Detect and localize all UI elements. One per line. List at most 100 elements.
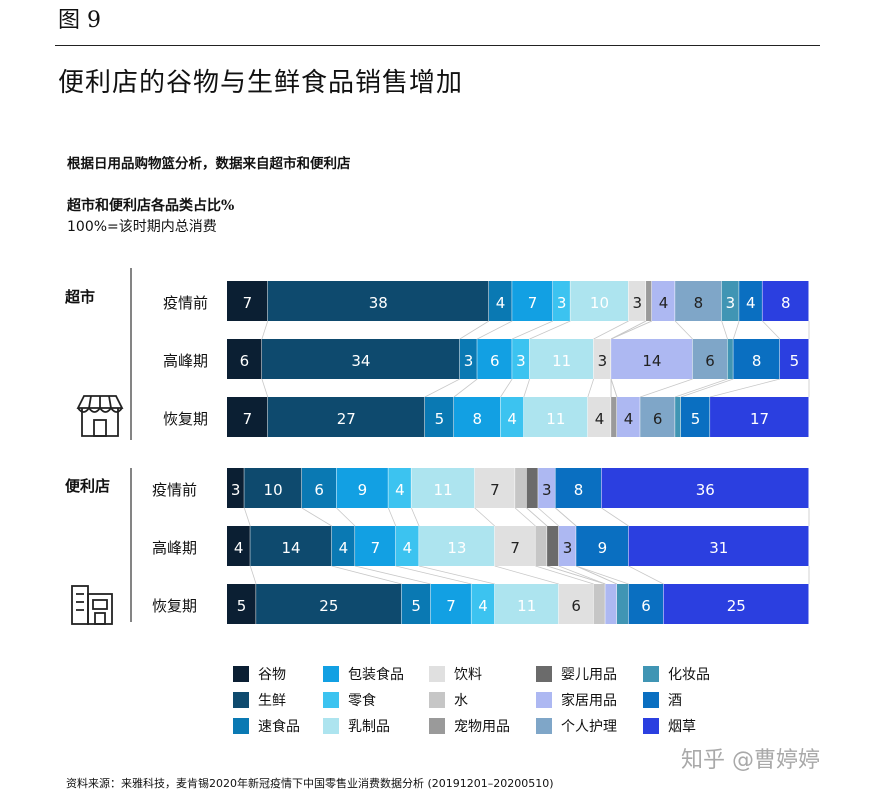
bar-segment [628, 584, 664, 624]
segment-value-label: 7 [528, 294, 538, 312]
bar-segment [401, 584, 431, 624]
bar-segment [646, 281, 652, 321]
watermark: 知乎 @曹婷婷 [681, 748, 820, 773]
legend-swatch [643, 718, 659, 734]
segment-value-label: 7 [490, 481, 500, 499]
legend-swatch [323, 692, 339, 708]
segment-value-label: 14 [642, 352, 661, 370]
bar-segment [733, 339, 780, 379]
segment-value-label: 36 [696, 481, 715, 499]
segment-value-label: 4 [403, 539, 413, 557]
segment-value-label: 25 [727, 597, 746, 615]
legend-item: 酒 [643, 690, 682, 710]
bar-segment [471, 584, 495, 624]
legend-swatch [429, 666, 445, 682]
bar-segment [601, 468, 809, 508]
bar-segment [244, 468, 302, 508]
bar-segment [261, 339, 460, 379]
segment-value-label: 6 [240, 352, 250, 370]
legend-item: 宠物用品 [429, 716, 510, 736]
segment-value-label: 3 [516, 352, 526, 370]
connector-line [576, 565, 618, 585]
connector-line [526, 507, 548, 527]
bar-segment [459, 339, 478, 379]
bar-segment [651, 281, 676, 321]
segment-value-label: 5 [691, 410, 701, 428]
segment-value-label: 4 [395, 481, 405, 499]
connector-line [537, 507, 560, 527]
bar-segment [611, 339, 693, 379]
bar-segment [512, 281, 553, 321]
connector-line [418, 565, 495, 585]
segment-value-label: 4 [234, 539, 244, 557]
legend-swatch [323, 718, 339, 734]
segment-value-label: 27 [337, 410, 356, 428]
bar-segment [739, 281, 763, 321]
connector-line [762, 320, 781, 340]
legend-item: 乳制品 [323, 716, 390, 736]
connector-line [628, 565, 664, 585]
segment-value-label: 7 [243, 410, 253, 428]
bar-segment [616, 397, 641, 437]
connector-line [459, 320, 490, 340]
legend-item: 饮料 [429, 664, 482, 684]
bar-segment [570, 281, 629, 321]
connector-line [395, 565, 472, 585]
connector-line [261, 320, 269, 340]
connector-line [546, 565, 606, 585]
bar-segment [779, 339, 809, 379]
segment-value-label: 38 [369, 294, 388, 312]
bar-segment [547, 526, 559, 566]
period-label: 疫情前 [163, 294, 208, 312]
connector-line [674, 320, 693, 340]
bar-segment [424, 397, 454, 437]
bar-segment [250, 526, 332, 566]
connector-line [610, 378, 618, 398]
bar-segment [616, 584, 629, 624]
bar-segment [430, 584, 472, 624]
segment-value-label: 4 [746, 294, 756, 312]
bar-segment [419, 526, 495, 566]
bar-segment [227, 281, 268, 321]
legend-label: 水 [454, 693, 468, 709]
bar-segment [558, 584, 594, 624]
bar-segment [494, 584, 559, 624]
bar-segment [535, 526, 548, 566]
bar-segment [494, 526, 536, 566]
bar-segment [512, 339, 530, 379]
segment-value-label: 3 [598, 352, 608, 370]
bar-segment [721, 281, 740, 321]
legend-label: 谷物 [258, 667, 286, 683]
bar-segment [388, 468, 412, 508]
segment-value-label: 8 [752, 352, 762, 370]
chart-title: 超市和便利店各品类占比% [67, 198, 235, 214]
bar-segment [453, 397, 501, 437]
connector-line [331, 565, 402, 585]
segment-value-label: 6 [641, 597, 651, 615]
segment-value-label: 11 [434, 481, 453, 499]
page-title: 便利店的谷物与生鲜食品销售增加 [58, 68, 464, 98]
legend-item: 婴儿用品 [536, 664, 617, 684]
segment-value-label: 3 [726, 294, 736, 312]
bar-segment [762, 281, 809, 321]
legend-item: 零食 [323, 690, 376, 710]
legend-swatch [429, 718, 445, 734]
connector-line [709, 378, 780, 398]
legend-label: 化妆品 [668, 667, 710, 683]
segment-value-label: 7 [243, 294, 253, 312]
legend-label: 家居用品 [561, 693, 617, 709]
bar-segment [355, 526, 396, 566]
connector-line [243, 507, 251, 527]
bar-segment [611, 397, 617, 437]
bar-segment [267, 397, 425, 437]
segment-value-label: 5 [411, 597, 421, 615]
bar-segment [552, 281, 571, 321]
legend-swatch [233, 718, 249, 734]
segment-value-label: 10 [590, 294, 609, 312]
connector-line [336, 507, 356, 527]
connector-line [680, 378, 734, 398]
connector-line [261, 378, 269, 398]
chart-subtitle: 根据日用品购物篮分析，数据来自超市和便利店 [67, 156, 351, 172]
bar-segment [628, 526, 809, 566]
bar-segment [411, 468, 475, 508]
